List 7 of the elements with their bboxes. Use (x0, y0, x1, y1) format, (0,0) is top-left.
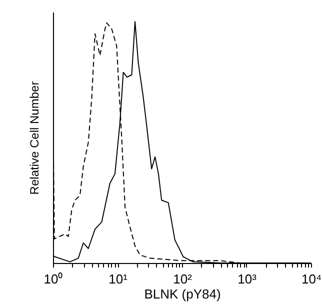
x-tick-label: 10² (173, 272, 193, 286)
x-tick-label: 10⁴ (301, 272, 322, 286)
y-axis-title: Relative Cell Number (28, 81, 42, 195)
x-tick-label: 10³ (238, 272, 258, 286)
x-tick-label: 10⁰ (44, 272, 64, 286)
x-tick-label: 10¹ (108, 272, 128, 286)
x-axis-title: BLNK (pY84) (144, 286, 221, 302)
